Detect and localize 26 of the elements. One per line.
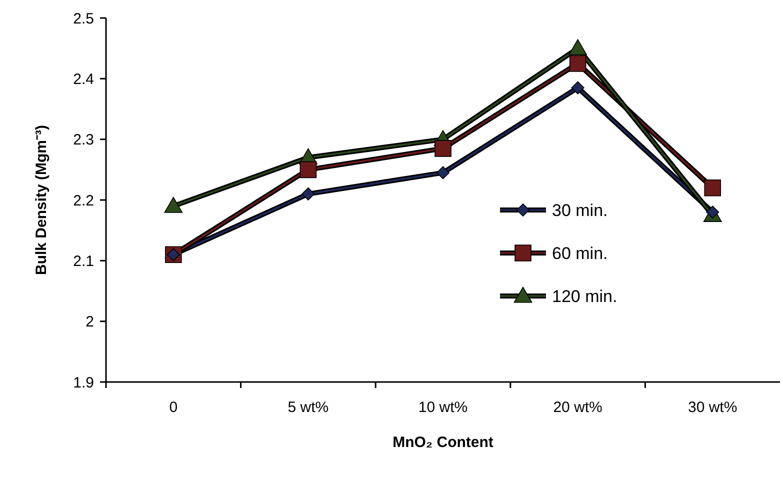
point	[571, 81, 584, 94]
point	[164, 196, 183, 213]
x-axis-title: MnO₂ Content	[392, 434, 494, 451]
y-tick-label: 2.4	[73, 70, 94, 88]
y-tick-label: 1.9	[73, 374, 94, 392]
legend-label: 120 min.	[552, 286, 618, 306]
x-tick-label: 0	[169, 399, 178, 416]
point	[434, 140, 452, 157]
y-tick-label: 2.5	[73, 10, 94, 28]
x-tick-label: 20 wt%	[553, 399, 602, 416]
x-tick-label: 10 wt%	[418, 399, 468, 416]
x-tick-label: 5 wt%	[288, 399, 329, 416]
point	[436, 166, 450, 180]
point	[300, 161, 317, 178]
legend-label: 30 min.	[552, 200, 608, 220]
y-tick-label: 2.3	[73, 132, 94, 149]
y-tick-label: 2	[86, 314, 94, 331]
point	[704, 179, 721, 196]
point	[568, 39, 587, 56]
y-tick-label: 2.1	[73, 252, 94, 270]
x-tick-label: 30 wt%	[688, 399, 738, 416]
y-tick-label: 2.2	[73, 192, 94, 210]
point	[302, 187, 315, 200]
point	[569, 55, 586, 72]
legend-label: 60 min.	[552, 244, 608, 263]
y-axis-title: Bulk Density (Mgm⁻³)	[33, 124, 50, 276]
